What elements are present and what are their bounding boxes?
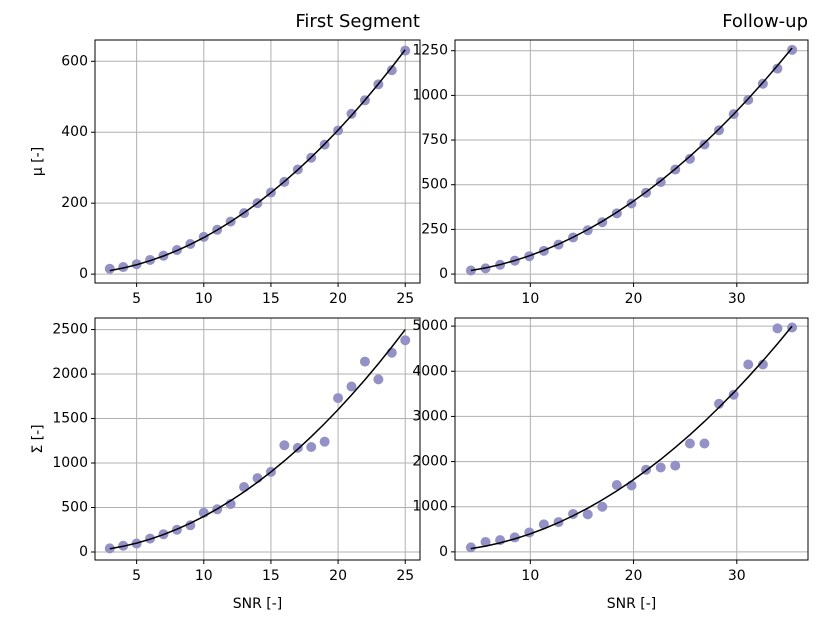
x-tick-label: 30 (728, 291, 746, 307)
x-tick-label: 5 (132, 568, 141, 584)
data-point (787, 44, 798, 55)
data-point (626, 480, 637, 491)
x-tick-label: 25 (396, 291, 414, 307)
data-point (359, 356, 370, 367)
data-point (104, 263, 115, 274)
data-point (757, 359, 768, 370)
y-tick-label: 1250 (412, 43, 448, 59)
data-point (306, 442, 317, 453)
data-point (772, 323, 783, 334)
y-tick-label: 2500 (52, 322, 88, 338)
y-tick-label: 600 (61, 53, 88, 69)
panel-title: First Segment (295, 11, 420, 32)
y-axis-label: μ [-] (30, 147, 46, 176)
x-tick-label: 15 (262, 291, 280, 307)
data-point (684, 153, 695, 164)
axes-frame (454, 317, 809, 561)
x-tick-label: 5 (132, 291, 141, 307)
axes-frame (94, 317, 421, 561)
x-tick-label: 10 (195, 568, 213, 584)
data-point (699, 438, 710, 449)
x-tick-label: 10 (521, 291, 539, 307)
data-point (346, 108, 357, 119)
x-tick-label: 20 (625, 568, 643, 584)
y-tick-label: 0 (439, 266, 448, 282)
data-point (386, 347, 397, 358)
data-point (346, 381, 357, 392)
fit-line (109, 329, 406, 550)
data-point (655, 462, 666, 473)
data-point (714, 398, 725, 409)
y-tick-label: 1000 (412, 499, 448, 515)
y-tick-label: 200 (61, 195, 88, 211)
x-tick-label: 20 (329, 568, 347, 584)
data-point (185, 520, 196, 531)
data-point (400, 335, 411, 346)
data-point (333, 393, 344, 404)
data-point (714, 125, 725, 136)
data-point (772, 63, 783, 74)
data-point (538, 519, 549, 530)
panel-title: Follow-up (722, 11, 808, 32)
data-point (597, 501, 608, 512)
x-tick-label: 25 (396, 568, 414, 584)
x-tick-label: 10 (521, 568, 539, 584)
x-tick-label: 15 (262, 568, 280, 584)
y-tick-label: 500 (61, 500, 88, 516)
data-point (373, 374, 384, 385)
data-point (279, 440, 290, 451)
fit-line (470, 325, 793, 550)
y-tick-label: 5000 (412, 318, 448, 334)
data-point (611, 480, 622, 491)
data-point (386, 65, 397, 76)
axes-frame (94, 39, 421, 284)
data-point (743, 359, 754, 370)
data-point (118, 262, 129, 273)
y-tick-label: 400 (61, 124, 88, 140)
y-tick-label: 1500 (52, 411, 88, 427)
data-point (684, 438, 695, 449)
fit-line (109, 49, 406, 272)
data-point (319, 436, 330, 447)
y-tick-label: 0 (79, 266, 88, 282)
x-tick-label: 10 (195, 291, 213, 307)
data-point (480, 536, 491, 547)
data-point (465, 542, 476, 553)
data-point (699, 139, 710, 150)
fit-line (470, 47, 793, 272)
x-tick-label: 30 (728, 568, 746, 584)
y-tick-label: 0 (439, 544, 448, 560)
data-point (728, 389, 739, 400)
y-tick-label: 2000 (412, 454, 448, 470)
y-tick-label: 250 (421, 221, 448, 237)
data-point (239, 482, 250, 493)
y-tick-label: 3000 (412, 408, 448, 424)
y-tick-label: 4000 (412, 363, 448, 379)
y-tick-label: 500 (421, 177, 448, 193)
y-axis-label: Σ [-] (30, 424, 46, 453)
x-tick-label: 20 (625, 291, 643, 307)
y-tick-label: 2000 (52, 366, 88, 382)
y-tick-label: 1000 (52, 455, 88, 471)
x-tick-label: 20 (329, 291, 347, 307)
axes-frame (454, 39, 809, 284)
data-point (670, 460, 681, 471)
data-point (582, 509, 593, 520)
x-axis-label: SNR [-] (233, 596, 283, 612)
y-tick-label: 750 (421, 132, 448, 148)
y-tick-label: 0 (79, 544, 88, 560)
x-axis-label: SNR [-] (607, 596, 657, 612)
y-tick-label: 1000 (412, 87, 448, 103)
